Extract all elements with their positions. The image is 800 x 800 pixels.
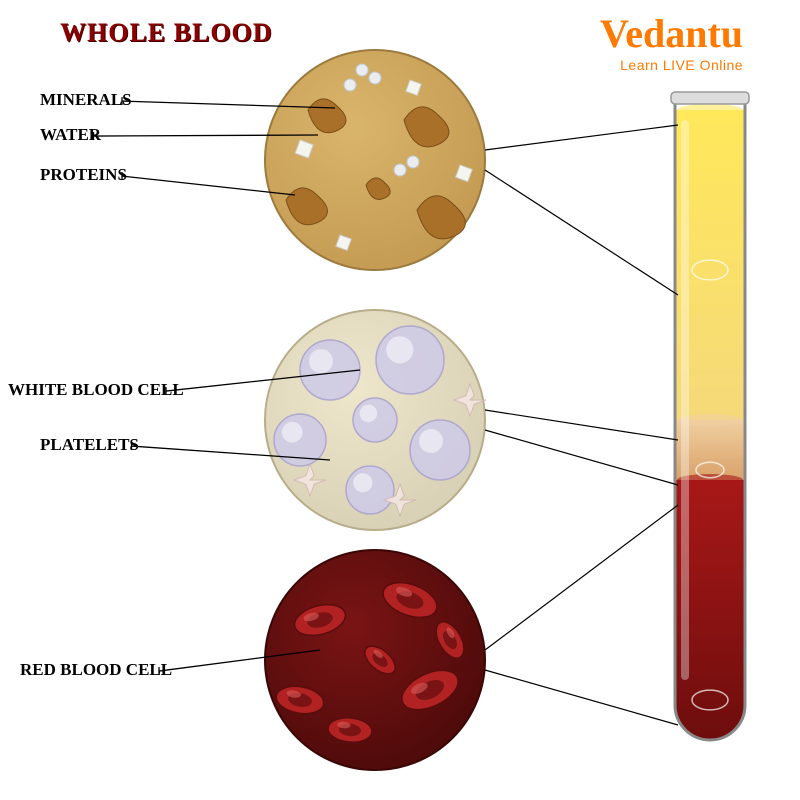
label-minerals: MINERALS bbox=[40, 90, 132, 110]
buffy-circle bbox=[265, 310, 486, 530]
rbc-circle bbox=[265, 550, 485, 770]
plasma-circle bbox=[265, 50, 485, 270]
label-water: WATER bbox=[40, 125, 101, 145]
label-wbc: WHITE BLOOD CELL bbox=[8, 380, 184, 400]
label-proteins: PROTEINS bbox=[40, 165, 127, 185]
label-platelets: PLATELETS bbox=[40, 435, 139, 455]
label-rbc: RED BLOOD CELL bbox=[20, 660, 172, 680]
diagram-svg bbox=[0, 0, 800, 800]
